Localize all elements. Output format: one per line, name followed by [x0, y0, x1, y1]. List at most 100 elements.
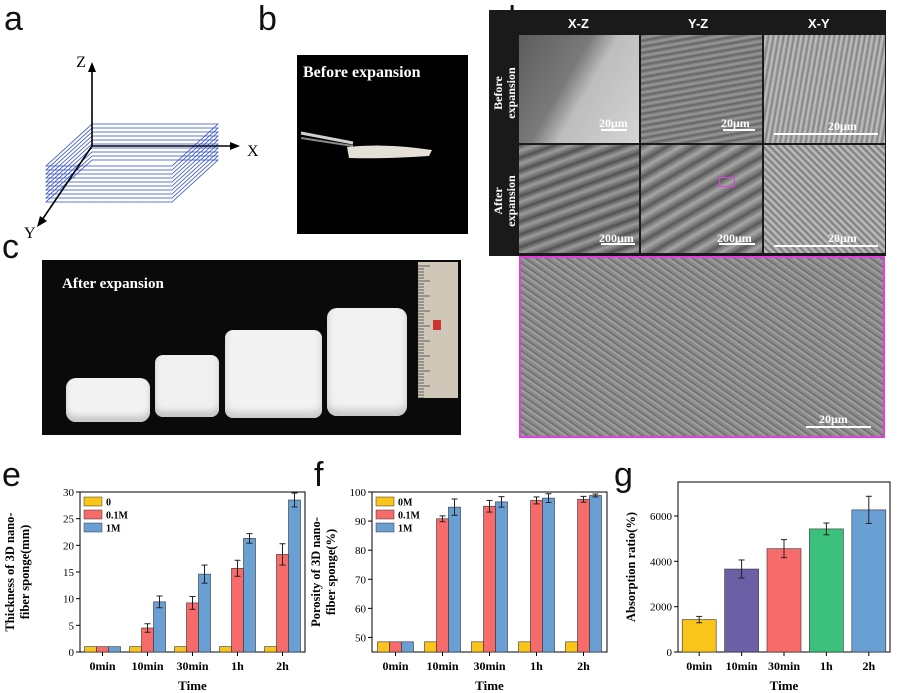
y-tick-label: 50 [355, 632, 367, 644]
sponge-3 [225, 330, 322, 418]
y-tick-label: 25 [63, 514, 75, 526]
bar [377, 641, 390, 653]
y-tick-label: 90 [355, 516, 367, 528]
sponge-1 [66, 378, 150, 422]
sem-after-yz: 200μm [641, 145, 762, 253]
column-header-xy: X-Y [808, 16, 830, 31]
layer-outline [44, 155, 220, 199]
y-tick-label: 5 [69, 620, 75, 632]
sem-enlarged: 20μm [519, 256, 885, 438]
x-tick-label: 1h [530, 659, 543, 673]
row-label-before: Before expansion [491, 67, 518, 119]
z-axis-label: Z [76, 54, 86, 71]
y-axis-title: fiber sponge(%) [324, 529, 338, 615]
bar [186, 602, 199, 653]
stacked-layers [44, 123, 220, 203]
layer-outline [44, 147, 220, 191]
bar [483, 505, 496, 653]
sem-before-yz: 20μm [641, 35, 762, 143]
bar [809, 528, 844, 653]
legend-label: 1M [398, 524, 413, 535]
bar [542, 497, 555, 653]
y-tick-label: 100 [350, 487, 367, 499]
y-tick-label: 10 [63, 594, 75, 606]
y-tick-label: 30 [63, 487, 75, 499]
y-tick-label: 6000 [650, 511, 673, 523]
scale-label-after-xy: 20μm [828, 231, 857, 245]
bar [153, 601, 166, 653]
bar [518, 641, 531, 653]
bar [766, 548, 802, 653]
sem-after-xz: 200μm [519, 145, 639, 253]
legend-swatch [83, 522, 103, 533]
layer-outline [44, 143, 220, 187]
bar [724, 568, 759, 653]
panel-b-caption: Before expansion [303, 64, 421, 81]
sem-before-xy: 20μm [764, 35, 885, 143]
panel-a-diagram: Z X Y [24, 54, 259, 240]
panel-label-g: g [614, 456, 633, 494]
scale-label-enlarged: 20μm [819, 412, 848, 426]
legend-swatch [375, 522, 395, 533]
legend: 0M 0.1M 1M [375, 496, 421, 535]
x-tick-label: 2h [862, 659, 875, 673]
sem-after-xy: 20μm [764, 145, 885, 253]
bar [276, 554, 289, 653]
legend-label: 0.1M [398, 511, 421, 522]
legend-label: 0 [106, 498, 111, 509]
panel-label-e: e [2, 456, 21, 494]
sem-before-xz: 20μm [519, 35, 639, 143]
legend-label: 0.1M [106, 511, 129, 522]
y-tick-label: 0 [667, 647, 673, 659]
bar [424, 641, 437, 653]
panel-label-f: f [314, 456, 324, 494]
x-tick-label: 10min [726, 659, 758, 673]
y-axis-label: Y [24, 225, 36, 240]
bar [389, 641, 402, 653]
column-header-xz: X-Z [568, 16, 589, 31]
bar [589, 495, 602, 653]
bar [231, 567, 244, 653]
bar [681, 619, 717, 653]
y-tick-label: 0 [69, 647, 75, 659]
x-tick-label: 2h [276, 659, 289, 673]
legend-label: 1M [106, 524, 121, 535]
panel-label-c: c [2, 228, 19, 266]
layer-outline [44, 123, 220, 167]
layer-outline [44, 151, 220, 195]
x-tick-label: 0min [686, 659, 712, 673]
x-tick-label: 1h [820, 659, 833, 673]
scale-label-after-yz: 200μm [717, 231, 752, 245]
y-axis-title: Absorption ratio(%) [624, 512, 638, 622]
x-axis-title: Time [475, 678, 504, 693]
x-tick-label: 30min [176, 659, 208, 673]
bar [84, 646, 97, 653]
layer-outline [44, 127, 220, 171]
legend-swatch [375, 496, 395, 507]
x-axis-label: X [247, 143, 259, 160]
panel-c-photo: After expansion [42, 260, 461, 435]
bar [577, 498, 590, 653]
x-tick-label: 2h [577, 659, 590, 673]
layer-outline [44, 159, 220, 203]
bar [495, 501, 508, 653]
legend-swatch [83, 496, 103, 507]
porosity-chart: 50 60 70 80 90 100 0min 10min 30min 1h 2h Time Poros… [310, 487, 608, 693]
panel-b-photo: Before expansion [297, 55, 468, 234]
bar [174, 646, 187, 653]
row-label-after: After expansion [491, 175, 518, 227]
x-tick-label: 0min [89, 659, 115, 673]
layer-outline [44, 131, 220, 175]
x-tick-label: 10min [131, 659, 163, 673]
y-tick-label: 60 [355, 603, 367, 615]
scale-label-after-xz: 200μm [599, 231, 634, 245]
bar [288, 499, 301, 653]
enlarged-region-marker [719, 177, 735, 187]
column-header-yz: Y-Z [688, 16, 709, 31]
x-axis-title: Time [178, 678, 207, 693]
y-tick-label: 4000 [650, 556, 673, 568]
bar [436, 518, 449, 653]
panel-label-b: b [258, 0, 277, 38]
bar [108, 646, 121, 653]
bar [219, 646, 232, 653]
